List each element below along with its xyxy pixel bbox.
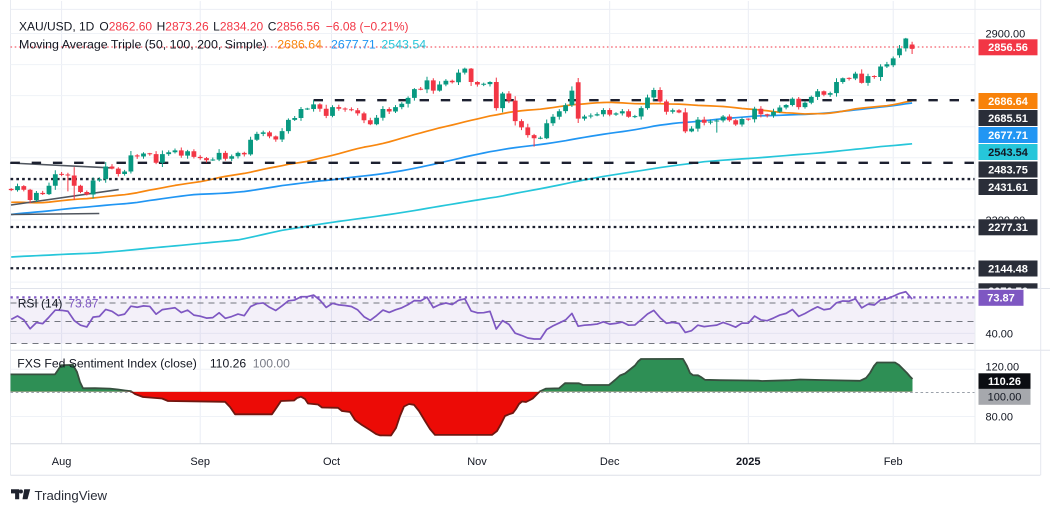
svg-text:120.00: 120.00 [986,362,1020,374]
svg-text:Moving Average Triple (50, 100: Moving Average Triple (50, 100, 200, Sim… [19,37,426,51]
svg-text:2543.54: 2543.54 [988,147,1029,159]
svg-text:2900.00: 2900.00 [986,28,1026,40]
svg-text:2025: 2025 [736,456,760,468]
svg-text:2686.64: 2686.64 [988,96,1029,108]
svg-text:73.87: 73.87 [987,293,1015,305]
svg-text:2144.48: 2144.48 [988,263,1028,275]
svg-text:100.00: 100.00 [988,392,1022,404]
svg-text:2431.61: 2431.61 [988,182,1028,194]
svg-text:2070.76: 2070.76 [988,286,1028,298]
svg-text:2277.31: 2277.31 [988,222,1028,234]
svg-text:80.00: 80.00 [986,411,1014,423]
svg-text:Sep: Sep [190,456,210,468]
svg-text:FXS Fed Sentiment Index (close: FXS Fed Sentiment Index (close) 110.26 100… [17,356,290,370]
svg-text:Aug: Aug [52,456,72,468]
svg-text:Nov: Nov [467,456,487,468]
svg-text:RSI (14)73.87: RSI (14) 73.87 [18,296,99,310]
svg-text:Feb: Feb [884,456,903,468]
svg-text:Oct: Oct [323,456,340,468]
svg-text:2856.56: 2856.56 [988,42,1028,54]
svg-text:2685.51: 2685.51 [988,113,1028,125]
svg-text:TradingView: TradingView [35,488,108,503]
svg-text:40.00: 40.00 [986,328,1014,340]
svg-text:110.26: 110.26 [988,376,1021,388]
svg-text:2677.71: 2677.71 [988,130,1028,142]
svg-text:Dec: Dec [600,456,620,468]
svg-text:2483.75: 2483.75 [988,164,1028,176]
